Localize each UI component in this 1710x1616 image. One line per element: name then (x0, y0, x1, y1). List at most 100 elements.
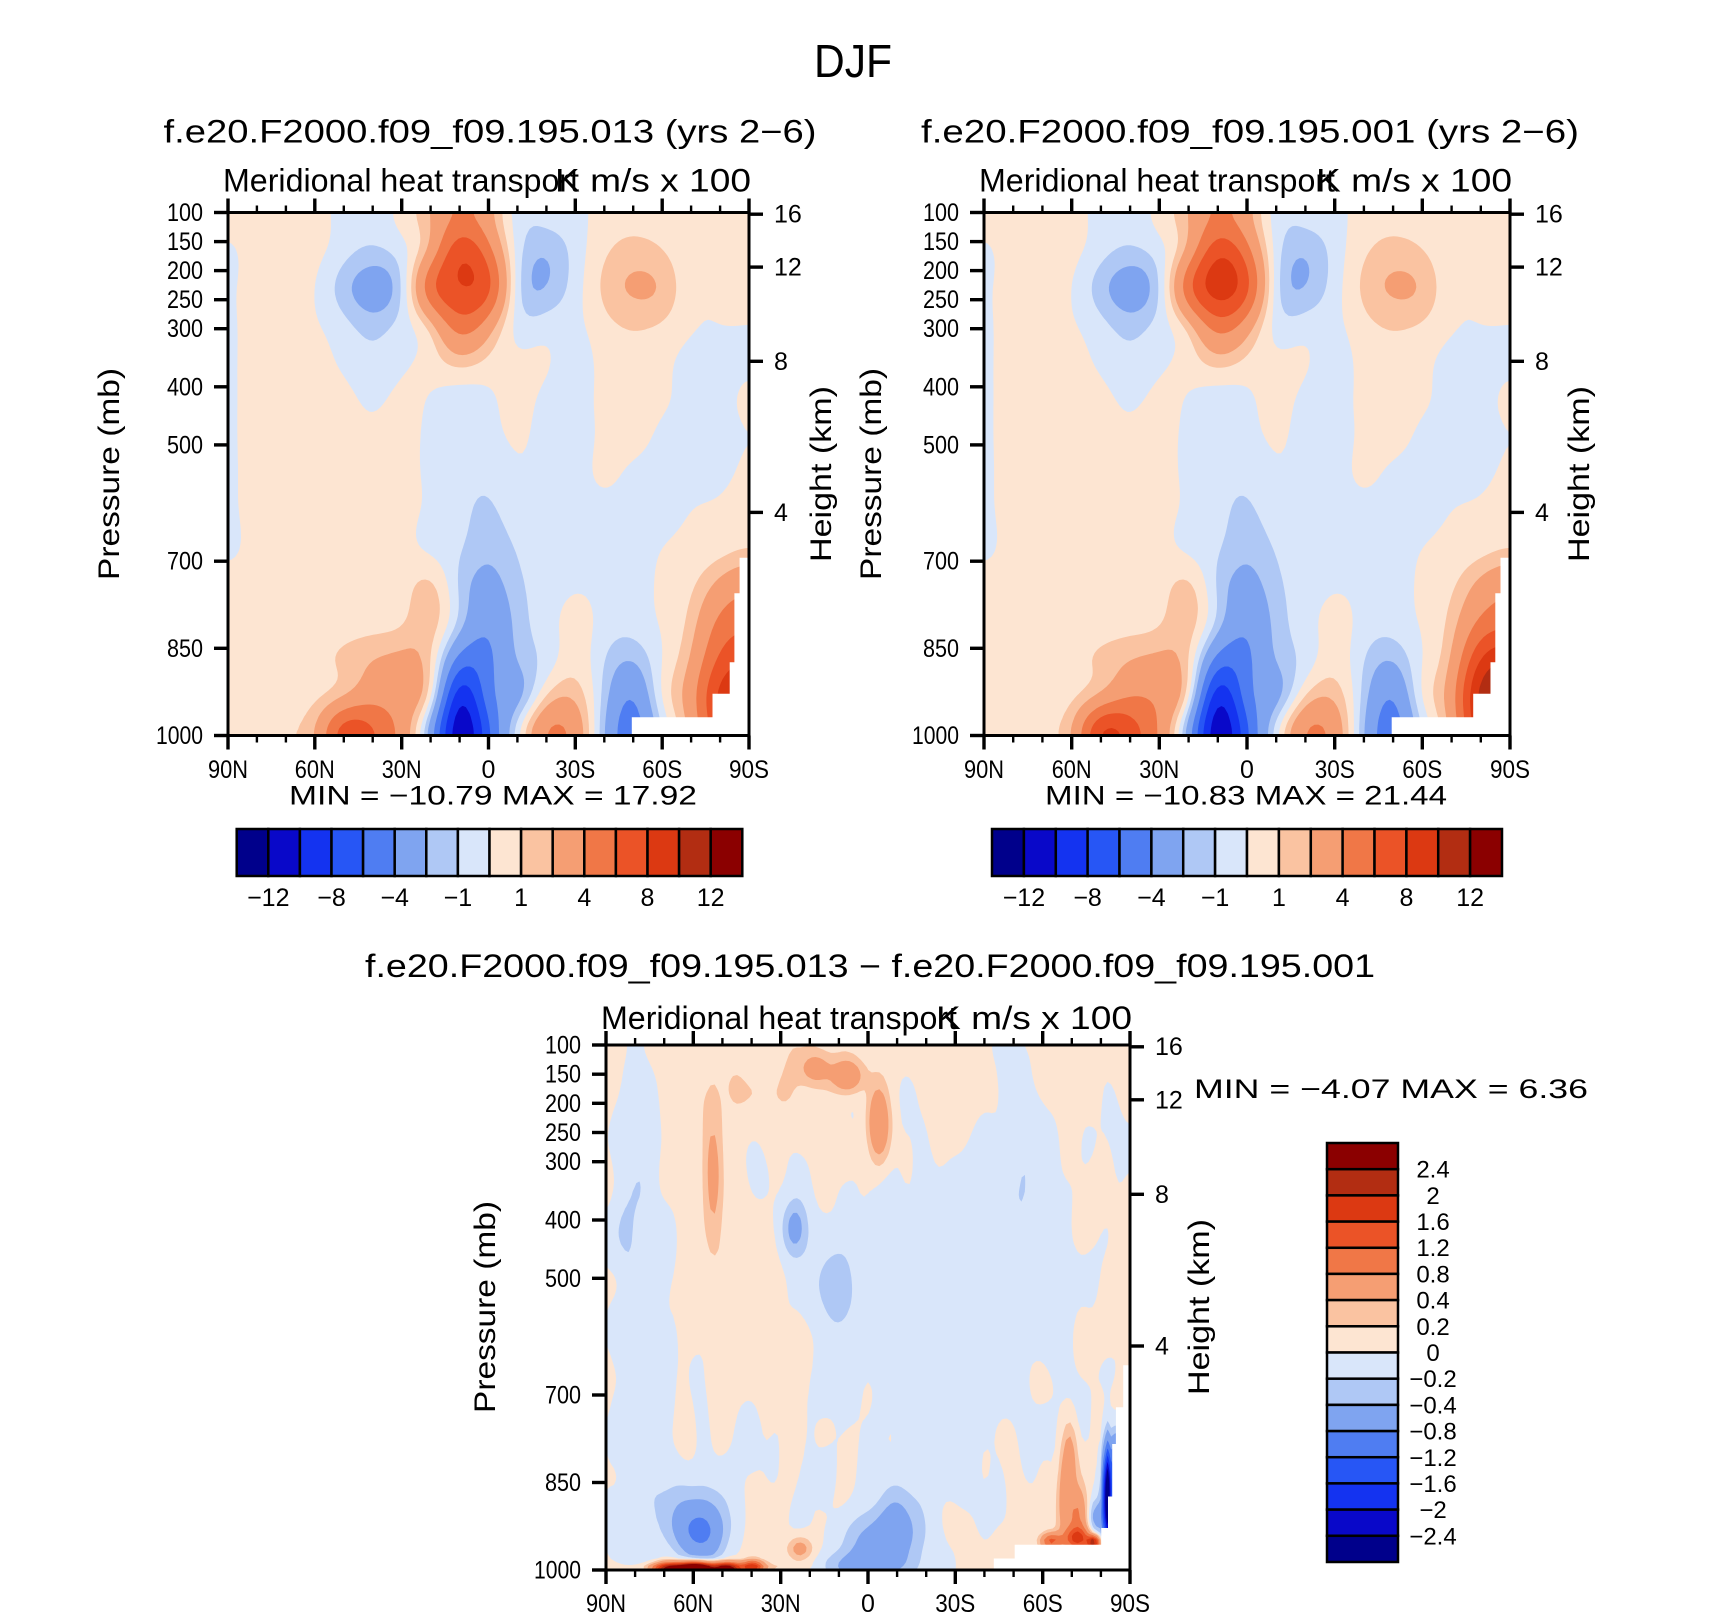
svg-text:60S: 60S (1023, 1590, 1063, 1616)
svg-text:16: 16 (1535, 201, 1563, 229)
svg-text:12: 12 (697, 884, 725, 912)
svg-text:Meridional heat transport: Meridional heat transport (979, 163, 1335, 199)
svg-text:200: 200 (923, 257, 959, 285)
svg-text:Height (km): Height (km) (805, 386, 838, 562)
svg-text:90S: 90S (1490, 756, 1530, 784)
svg-text:90N: 90N (586, 1590, 626, 1616)
svg-text:250: 250 (545, 1119, 581, 1147)
svg-text:−0.8: −0.8 (1409, 1419, 1456, 1446)
svg-text:4: 4 (1535, 499, 1549, 527)
svg-text:850: 850 (167, 635, 203, 663)
svg-text:−0.4: −0.4 (1409, 1392, 1456, 1419)
svg-text:8: 8 (1155, 1181, 1169, 1209)
svg-text:90S: 90S (1110, 1590, 1150, 1616)
svg-text:12: 12 (1155, 1086, 1183, 1114)
svg-text:4: 4 (577, 884, 591, 912)
svg-text:4: 4 (1336, 884, 1350, 912)
svg-text:1.6: 1.6 (1416, 1209, 1449, 1236)
svg-text:100: 100 (545, 1032, 581, 1060)
svg-text:−12: −12 (247, 884, 289, 912)
svg-text:0: 0 (482, 756, 496, 784)
svg-text:MIN = −4.07 MAX = 6.36: MIN = −4.07 MAX = 6.36 (1194, 1074, 1588, 1104)
svg-text:500: 500 (545, 1265, 581, 1293)
svg-text:100: 100 (923, 199, 959, 227)
svg-text:400: 400 (923, 373, 959, 401)
svg-text:90N: 90N (964, 756, 1004, 784)
svg-text:500: 500 (923, 431, 959, 459)
svg-text:700: 700 (923, 548, 959, 576)
svg-text:90S: 90S (729, 756, 769, 784)
svg-text:DJF: DJF (814, 35, 892, 87)
svg-text:12: 12 (1535, 254, 1563, 282)
svg-text:100: 100 (167, 199, 203, 227)
svg-text:60N: 60N (673, 1590, 713, 1616)
svg-text:0.4: 0.4 (1416, 1288, 1449, 1315)
svg-text:150: 150 (167, 228, 203, 256)
svg-text:−12: −12 (1003, 884, 1045, 912)
svg-text:−4: −4 (1137, 884, 1166, 912)
svg-text:700: 700 (167, 548, 203, 576)
svg-text:Pressure (mb): Pressure (mb) (469, 1201, 502, 1413)
svg-text:250: 250 (167, 286, 203, 314)
svg-text:−1: −1 (444, 884, 473, 912)
svg-text:4: 4 (774, 499, 788, 527)
svg-text:K m/s x 100: K m/s x 100 (1316, 163, 1512, 199)
svg-text:16: 16 (774, 201, 802, 229)
svg-text:Meridional heat transport: Meridional heat transport (223, 163, 579, 199)
svg-text:1000: 1000 (156, 722, 203, 750)
svg-text:Meridional heat transport: Meridional heat transport (601, 1000, 957, 1036)
svg-text:30S: 30S (935, 1590, 975, 1616)
svg-text:1: 1 (514, 884, 528, 912)
svg-text:1000: 1000 (912, 722, 959, 750)
svg-text:30N: 30N (382, 756, 422, 784)
svg-text:300: 300 (167, 315, 203, 343)
svg-text:60N: 60N (295, 756, 335, 784)
svg-text:0.2: 0.2 (1416, 1314, 1449, 1341)
svg-text:0.8: 0.8 (1416, 1261, 1449, 1288)
svg-text:f.e20.F2000.f09_f09.195.013 −: f.e20.F2000.f09_f09.195.013 − f.e20.F200… (365, 948, 1375, 984)
svg-text:−2.4: −2.4 (1409, 1523, 1456, 1550)
svg-text:K m/s x 100: K m/s x 100 (555, 163, 751, 199)
svg-text:30N: 30N (761, 1590, 801, 1616)
svg-text:60S: 60S (1402, 756, 1442, 784)
svg-text:1: 1 (1272, 884, 1286, 912)
svg-text:MIN = −10.83 MAX = 21.44: MIN = −10.83 MAX = 21.44 (1045, 781, 1447, 811)
svg-text:−4: −4 (380, 884, 409, 912)
svg-text:2: 2 (1426, 1183, 1439, 1210)
svg-text:30S: 30S (555, 756, 595, 784)
svg-text:500: 500 (167, 431, 203, 459)
svg-text:8: 8 (641, 884, 655, 912)
svg-text:0: 0 (1426, 1340, 1439, 1367)
svg-text:Height (km): Height (km) (1563, 386, 1596, 562)
svg-text:300: 300 (923, 315, 959, 343)
svg-text:1.2: 1.2 (1416, 1235, 1449, 1262)
svg-text:0: 0 (861, 1590, 875, 1616)
svg-text:850: 850 (545, 1469, 581, 1497)
svg-text:60S: 60S (642, 756, 682, 784)
svg-text:−1: −1 (1201, 884, 1230, 912)
svg-text:Pressure (mb): Pressure (mb) (855, 368, 888, 580)
svg-text:−1.2: −1.2 (1409, 1445, 1456, 1472)
svg-text:0: 0 (1240, 756, 1254, 784)
svg-text:8: 8 (1399, 884, 1413, 912)
svg-text:Height (km): Height (km) (1183, 1219, 1216, 1395)
svg-text:MIN = −10.79 MAX = 17.92: MIN = −10.79 MAX = 17.92 (289, 781, 697, 811)
svg-text:200: 200 (545, 1090, 581, 1118)
svg-text:400: 400 (545, 1207, 581, 1235)
svg-text:300: 300 (545, 1148, 581, 1176)
svg-text:90N: 90N (208, 756, 248, 784)
svg-text:200: 200 (167, 257, 203, 285)
svg-text:f.e20.F2000.f09_f09.195.001 (: f.e20.F2000.f09_f09.195.001 (yrs 2−6) (921, 114, 1579, 150)
svg-text:2.4: 2.4 (1416, 1157, 1449, 1184)
svg-text:4: 4 (1155, 1333, 1169, 1361)
svg-text:150: 150 (923, 228, 959, 256)
svg-text:K m/s x 100: K m/s x 100 (936, 1000, 1132, 1036)
svg-text:400: 400 (167, 373, 203, 401)
svg-text:f.e20.F2000.f09_f09.195.013 (: f.e20.F2000.f09_f09.195.013 (yrs 2−6) (164, 114, 817, 150)
svg-text:150: 150 (545, 1061, 581, 1089)
svg-text:250: 250 (923, 286, 959, 314)
svg-text:30N: 30N (1139, 756, 1179, 784)
svg-text:30S: 30S (1315, 756, 1355, 784)
svg-text:8: 8 (774, 348, 788, 376)
svg-text:16: 16 (1155, 1033, 1183, 1061)
